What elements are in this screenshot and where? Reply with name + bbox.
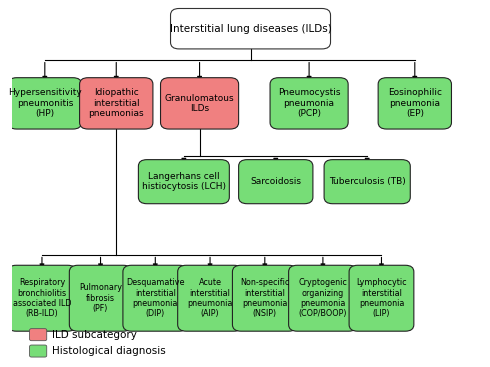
Text: Eosinophilic
pneumonia
(EP): Eosinophilic pneumonia (EP) [388, 88, 442, 118]
FancyBboxPatch shape [324, 160, 410, 204]
FancyBboxPatch shape [138, 160, 229, 204]
Text: Tuberculosis (TB): Tuberculosis (TB) [329, 177, 406, 186]
Text: Acute
interstitial
pneumonia
(AIP): Acute interstitial pneumonia (AIP) [187, 278, 233, 318]
FancyBboxPatch shape [349, 265, 414, 331]
FancyBboxPatch shape [79, 78, 153, 129]
FancyBboxPatch shape [8, 265, 76, 331]
FancyBboxPatch shape [8, 78, 81, 129]
Text: Desquamative
interstitial
pneumonia
(DIP): Desquamative interstitial pneumonia (DIP… [126, 278, 185, 318]
FancyBboxPatch shape [70, 265, 132, 331]
FancyBboxPatch shape [289, 265, 357, 331]
FancyBboxPatch shape [232, 265, 297, 331]
Text: Respiratory
bronchiolitis
associated ILD
(RB-ILD): Respiratory bronchiolitis associated ILD… [13, 278, 71, 318]
Text: Lymphocytic
interstitial
pneumonia
(LIP): Lymphocytic interstitial pneumonia (LIP) [356, 278, 407, 318]
FancyBboxPatch shape [29, 328, 47, 341]
Text: Idiopathic
interstitial
pneumonias: Idiopathic interstitial pneumonias [88, 88, 144, 118]
FancyBboxPatch shape [378, 78, 451, 129]
Text: Non-specific
interstitial
pneumonia
(NSIP): Non-specific interstitial pneumonia (NSI… [240, 278, 290, 318]
Text: Sarcoidosis: Sarcoidosis [250, 177, 301, 186]
FancyBboxPatch shape [171, 8, 331, 49]
Text: Pulmonary
fibrosis
(PF): Pulmonary fibrosis (PF) [79, 283, 122, 313]
Text: Interstitial lung diseases (ILDs): Interstitial lung diseases (ILDs) [170, 24, 331, 34]
FancyBboxPatch shape [178, 265, 243, 331]
Text: Hypersensitivity
pneumonitis
(HP): Hypersensitivity pneumonitis (HP) [8, 88, 82, 118]
FancyBboxPatch shape [123, 265, 188, 331]
FancyBboxPatch shape [270, 78, 348, 129]
Text: Langerhans cell
histiocytosis (LCH): Langerhans cell histiocytosis (LCH) [142, 172, 226, 191]
Text: Cryptogenic
organizing
pneumonia
(COP/BOOP): Cryptogenic organizing pneumonia (COP/BO… [298, 278, 347, 318]
FancyBboxPatch shape [239, 160, 313, 204]
Text: Histological diagnosis: Histological diagnosis [52, 346, 166, 356]
Text: Granulomatous
ILDs: Granulomatous ILDs [165, 94, 234, 113]
FancyBboxPatch shape [161, 78, 239, 129]
Text: Pneumocystis
pneumonia
(PCP): Pneumocystis pneumonia (PCP) [278, 88, 341, 118]
FancyBboxPatch shape [29, 345, 47, 357]
Text: ILD subcategory: ILD subcategory [52, 330, 137, 339]
